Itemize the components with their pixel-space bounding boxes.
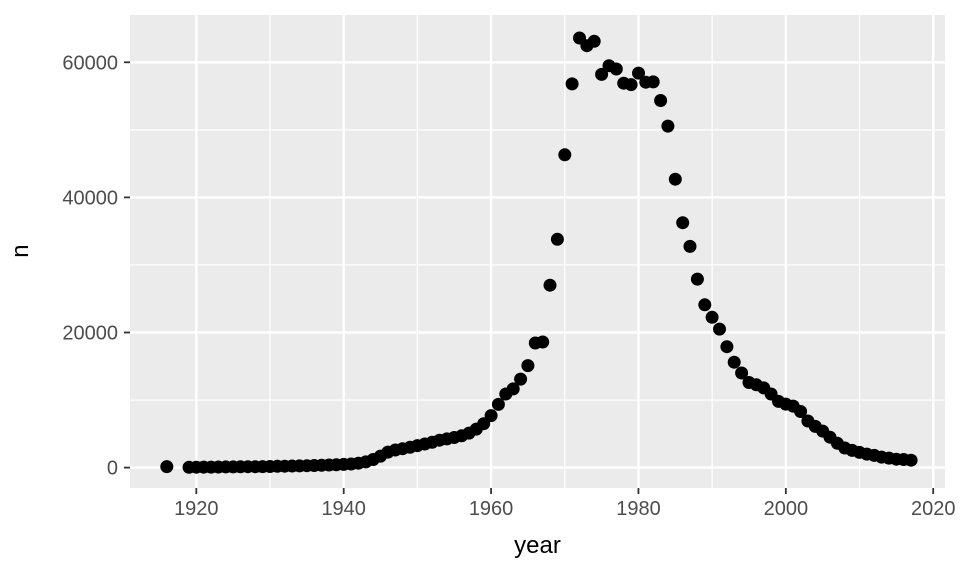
data-point (521, 359, 535, 373)
data-point (506, 382, 520, 396)
x-tick-label: 1920 (174, 498, 219, 520)
data-point (484, 409, 498, 423)
x-tick-label: 1960 (469, 498, 514, 520)
x-axis-tick-labels: 1920 1940 1960 1980 2000 2020 (174, 498, 955, 520)
data-point (595, 67, 609, 81)
y-tick-label: 20000 (62, 322, 118, 344)
data-point (646, 75, 660, 89)
y-tick-label: 60000 (62, 52, 118, 74)
y-tick-label: 40000 (62, 187, 118, 209)
data-point (609, 62, 623, 76)
data-point (565, 77, 579, 91)
data-point (727, 355, 741, 369)
data-point (654, 94, 668, 107)
data-point (668, 172, 682, 186)
data-point (514, 372, 528, 386)
axis-tick-marks (124, 61, 935, 494)
data-point (676, 216, 690, 230)
data-point (536, 335, 550, 349)
data-point (160, 460, 174, 474)
data-point (690, 272, 704, 286)
data-point (683, 239, 697, 253)
data-point (543, 278, 557, 292)
x-tick-label: 2020 (911, 498, 956, 520)
data-point (624, 78, 638, 92)
gridlines-minor (130, 15, 945, 488)
data-point (587, 34, 601, 48)
x-tick-label: 2000 (764, 498, 809, 520)
x-axis-title: year (514, 532, 561, 559)
data-point (713, 322, 726, 336)
data-point (491, 397, 505, 411)
data-point (735, 366, 749, 380)
data-point (632, 66, 645, 80)
data-point (705, 310, 719, 324)
data-points (160, 31, 918, 474)
plot-panel (130, 15, 945, 488)
data-point (550, 232, 564, 246)
data-point (558, 148, 572, 162)
data-point (661, 119, 675, 133)
y-axis-tick-labels: 0 20000 40000 60000 (62, 52, 118, 479)
data-point (698, 298, 712, 312)
x-tick-label: 1940 (321, 498, 366, 520)
data-point (904, 453, 918, 467)
data-point (720, 340, 734, 354)
y-tick-label: 0 (107, 458, 118, 480)
y-axis-title: n (7, 244, 34, 257)
data-point (794, 405, 808, 418)
x-tick-label: 1980 (616, 498, 661, 520)
